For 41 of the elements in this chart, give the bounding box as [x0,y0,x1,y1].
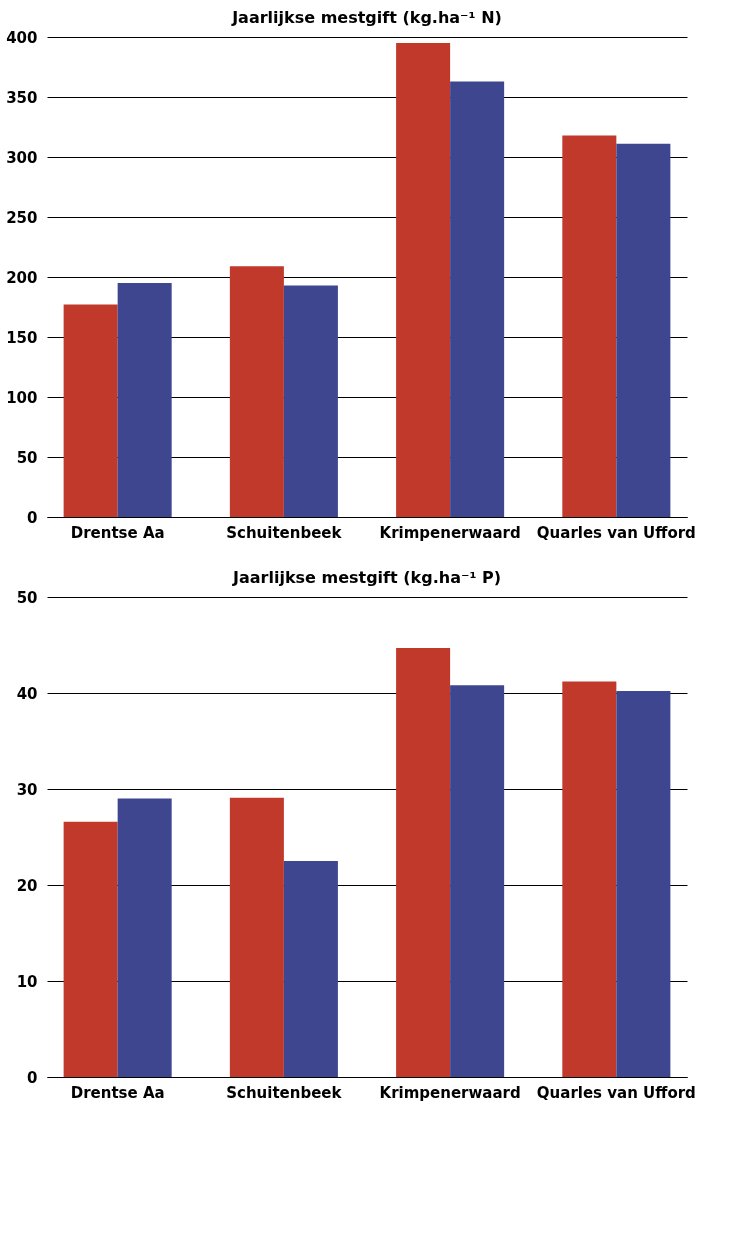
bar [616,691,671,1077]
x-tick-label: Drentse Aa [70,1083,165,1102]
x-tick-label: Schuitenbeek [226,523,343,542]
chart-title: Jaarlijkse mestgift (kg.ha⁻¹ N) [231,8,502,27]
chart-title: Jaarlijkse mestgift (kg.ha⁻¹ P) [231,568,502,587]
bar [229,797,284,1077]
bar [283,861,338,1077]
y-tick-label: 50 [16,448,38,467]
y-tick-label: 40 [16,684,38,703]
y-tick-label: 350 [6,88,38,107]
bar [450,685,505,1077]
bar [396,647,451,1077]
bar [229,266,284,517]
y-tick-label: 20 [16,876,38,895]
bar [117,283,172,517]
y-tick-label: 0 [27,508,38,527]
y-tick-label: 250 [6,208,38,227]
bar [63,304,118,517]
bar [283,285,338,517]
y-tick-label: 150 [6,328,38,347]
x-tick-label: Schuitenbeek [226,1083,343,1102]
y-tick-label: 50 [16,588,38,607]
bar [117,798,172,1077]
bar [616,143,671,517]
y-tick-label: 30 [16,780,38,799]
y-tick-label: 200 [6,268,38,287]
y-tick-label: 300 [6,148,38,167]
x-tick-label: Quarles van Ufford [536,1083,696,1102]
y-tick-label: 400 [6,28,38,47]
bar [562,681,617,1077]
y-tick-label: 0 [27,1068,38,1087]
x-tick-label: Krimpenerwaard [379,523,521,542]
x-tick-label: Quarles van Ufford [536,523,696,542]
x-tick-label: Krimpenerwaard [379,1083,521,1102]
bar [562,135,617,517]
bar [450,81,505,517]
bar [396,43,451,517]
bar [63,821,118,1077]
x-tick-label: Drentse Aa [70,523,165,542]
y-tick-label: 100 [6,388,38,407]
y-tick-label: 10 [16,972,38,991]
